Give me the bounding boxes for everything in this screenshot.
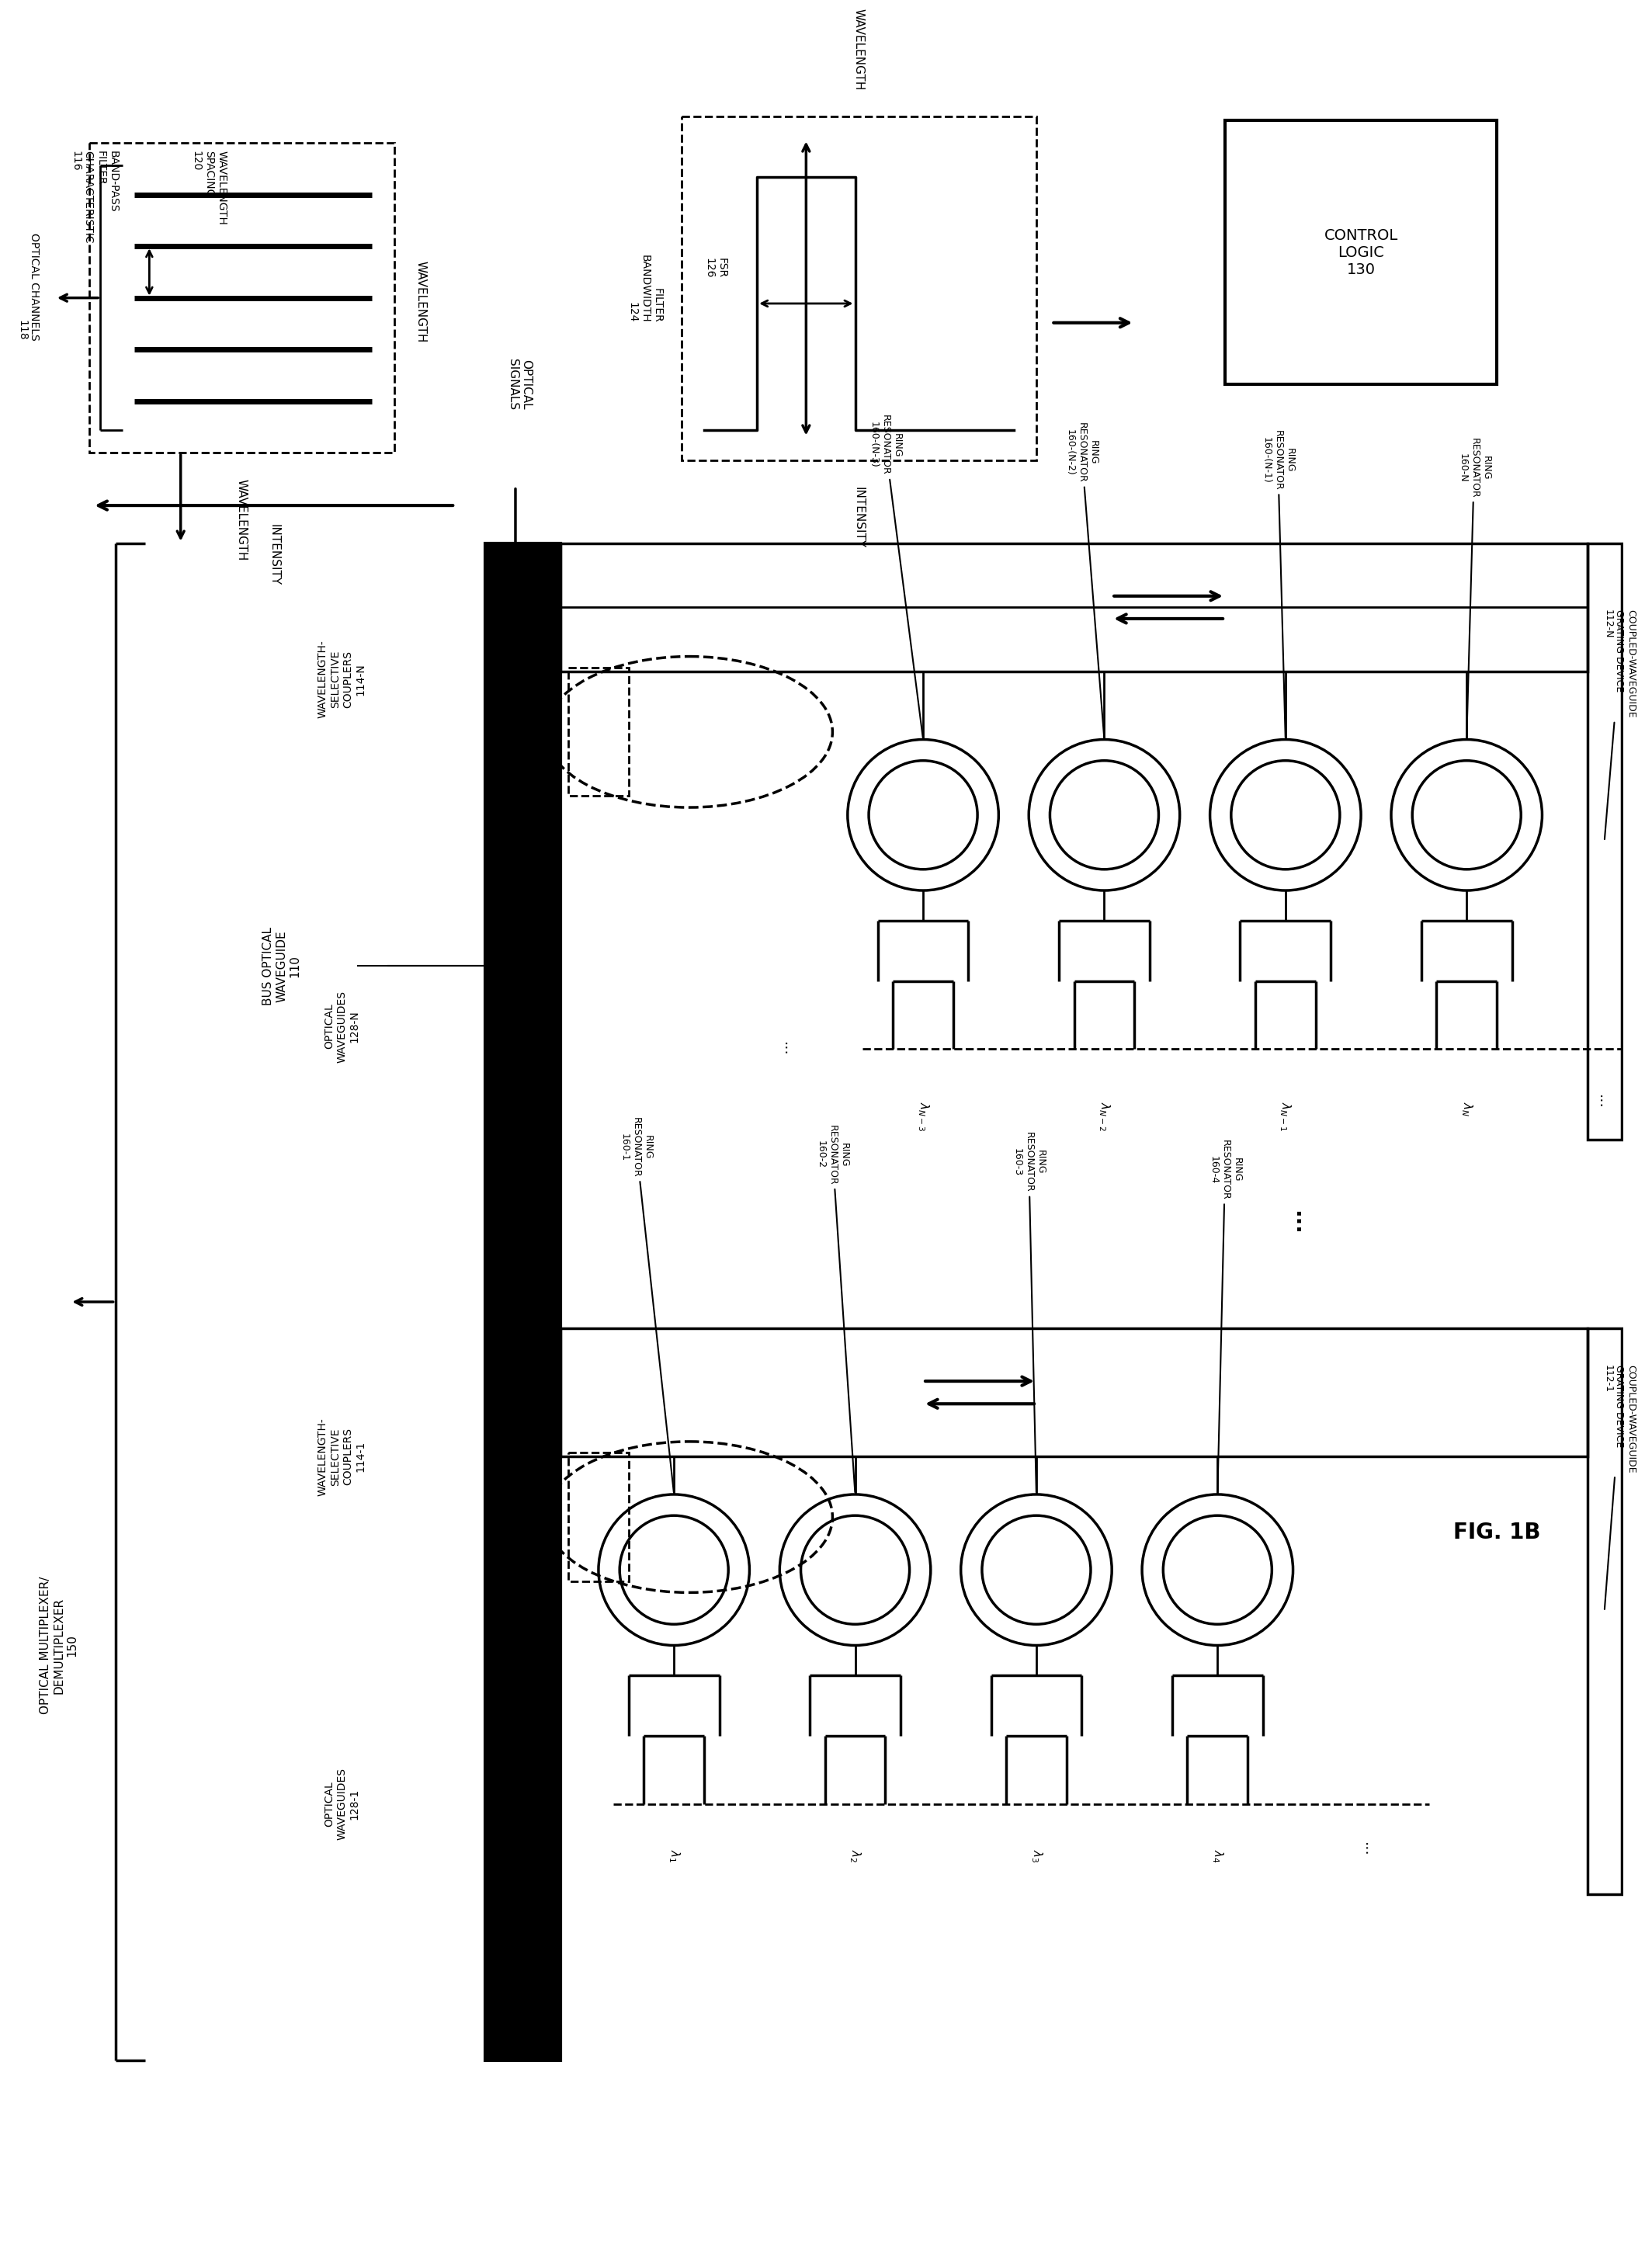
Bar — [89, 142, 395, 453]
Bar — [560, 1329, 1588, 1457]
Text: INTENSITY: INTENSITY — [852, 487, 864, 548]
Text: FSR
126: FSR 126 — [704, 257, 727, 277]
Text: RING
RESONATOR
160-(N-3): RING RESONATOR 160-(N-3) — [869, 415, 923, 738]
Text: RING
RESONATOR
160-(N-2): RING RESONATOR 160-(N-2) — [1066, 422, 1104, 738]
Text: RING
RESONATOR
160-1: RING RESONATOR 160-1 — [620, 1117, 674, 1491]
Text: $\lambda_1$: $\lambda_1$ — [667, 1850, 681, 1863]
Text: RING
RESONATOR
160-N: RING RESONATOR 160-N — [1457, 438, 1490, 738]
Text: BAND-PASS
FILTER
CHARACTERISTIC
116: BAND-PASS FILTER CHARACTERISTIC 116 — [69, 151, 119, 244]
Text: FILTER
BANDWIDTH
124: FILTER BANDWIDTH 124 — [626, 255, 662, 323]
Bar — [568, 1453, 629, 1581]
Text: OPTICAL CHANNELS
118: OPTICAL CHANNELS 118 — [17, 232, 40, 341]
Text: RING
RESONATOR
160-3: RING RESONATOR 160-3 — [1013, 1133, 1046, 1491]
Text: $\lambda_4$: $\lambda_4$ — [1211, 1850, 1224, 1863]
Text: OPTICAL
WAVEGUIDES
128-1: OPTICAL WAVEGUIDES 128-1 — [324, 1769, 360, 1841]
Text: RING
RESONATOR
160-(N-1): RING RESONATOR 160-(N-1) — [1260, 431, 1295, 738]
Text: $\lambda_{N-2}$: $\lambda_{N-2}$ — [1097, 1101, 1112, 1133]
Text: WAVELENGTH-
SELECTIVE
COUPLERS
114-1: WAVELENGTH- SELECTIVE COUPLERS 114-1 — [317, 1417, 367, 1496]
Text: $\lambda_1$-$\lambda_N$: $\lambda_1$-$\lambda_N$ — [545, 611, 560, 643]
Text: WAVELENGTH: WAVELENGTH — [415, 262, 426, 343]
Text: OPTICAL MULTIPLEXER/
DEMULTIPLEXER
150: OPTICAL MULTIPLEXER/ DEMULTIPLEXER 150 — [40, 1577, 78, 1715]
Text: WAVELENGTH-
SELECTIVE
COUPLERS
114-N: WAVELENGTH- SELECTIVE COUPLERS 114-N — [317, 641, 367, 717]
Text: COUPLED-WAVEGUIDE
GRATING DEVICE
112-1: COUPLED-WAVEGUIDE GRATING DEVICE 112-1 — [1602, 1365, 1635, 1609]
Text: $\lambda_2$: $\lambda_2$ — [847, 1850, 862, 1863]
Text: RING
RESONATOR
160-2: RING RESONATOR 160-2 — [816, 1123, 856, 1491]
Bar — [560, 544, 1588, 672]
Text: ...: ... — [1361, 1841, 1376, 1857]
Text: ...: ... — [530, 1796, 545, 1812]
Bar — [1226, 120, 1497, 386]
Text: OPTICAL
SIGNALS: OPTICAL SIGNALS — [507, 359, 532, 411]
Text: $\lambda_3$: $\lambda_3$ — [1029, 1850, 1044, 1863]
Bar — [486, 544, 560, 2060]
Bar — [1588, 1329, 1621, 1895]
Text: WAVELENGTH: WAVELENGTH — [852, 9, 864, 90]
Text: $\lambda_{N-3}$: $\lambda_{N-3}$ — [915, 1101, 930, 1133]
Text: $\lambda_{N-1}$: $\lambda_{N-1}$ — [1279, 1101, 1294, 1133]
Text: RING
RESONATOR
160-4: RING RESONATOR 160-4 — [1208, 1139, 1242, 1491]
Bar — [1588, 544, 1621, 1139]
Text: WAVELENGTH
SPACING
120: WAVELENGTH SPACING 120 — [192, 151, 226, 226]
Bar — [682, 117, 1036, 460]
Text: WAVELENGTH: WAVELENGTH — [236, 478, 248, 562]
Text: COUPLED-WAVEGUIDE
GRATING DEVICE
112-N: COUPLED-WAVEGUIDE GRATING DEVICE 112-N — [1602, 609, 1635, 839]
Text: ...: ... — [1596, 1094, 1611, 1110]
Text: $\lambda_{N}$: $\lambda_{N}$ — [1459, 1101, 1474, 1117]
Text: OPTICAL
WAVEGUIDES
128-N: OPTICAL WAVEGUIDES 128-N — [324, 990, 360, 1063]
Text: INTENSITY: INTENSITY — [268, 523, 279, 587]
Text: ...: ... — [780, 1042, 795, 1056]
Text: ...: ... — [1290, 1209, 1312, 1234]
Text: CONTROL
LOGIC
130: CONTROL LOGIC 130 — [1323, 228, 1398, 277]
Bar — [568, 668, 629, 796]
Text: BUS OPTICAL
WAVEGUIDE
110: BUS OPTICAL WAVEGUIDE 110 — [263, 927, 301, 1006]
Text: FIG. 1B: FIG. 1B — [1454, 1521, 1541, 1543]
